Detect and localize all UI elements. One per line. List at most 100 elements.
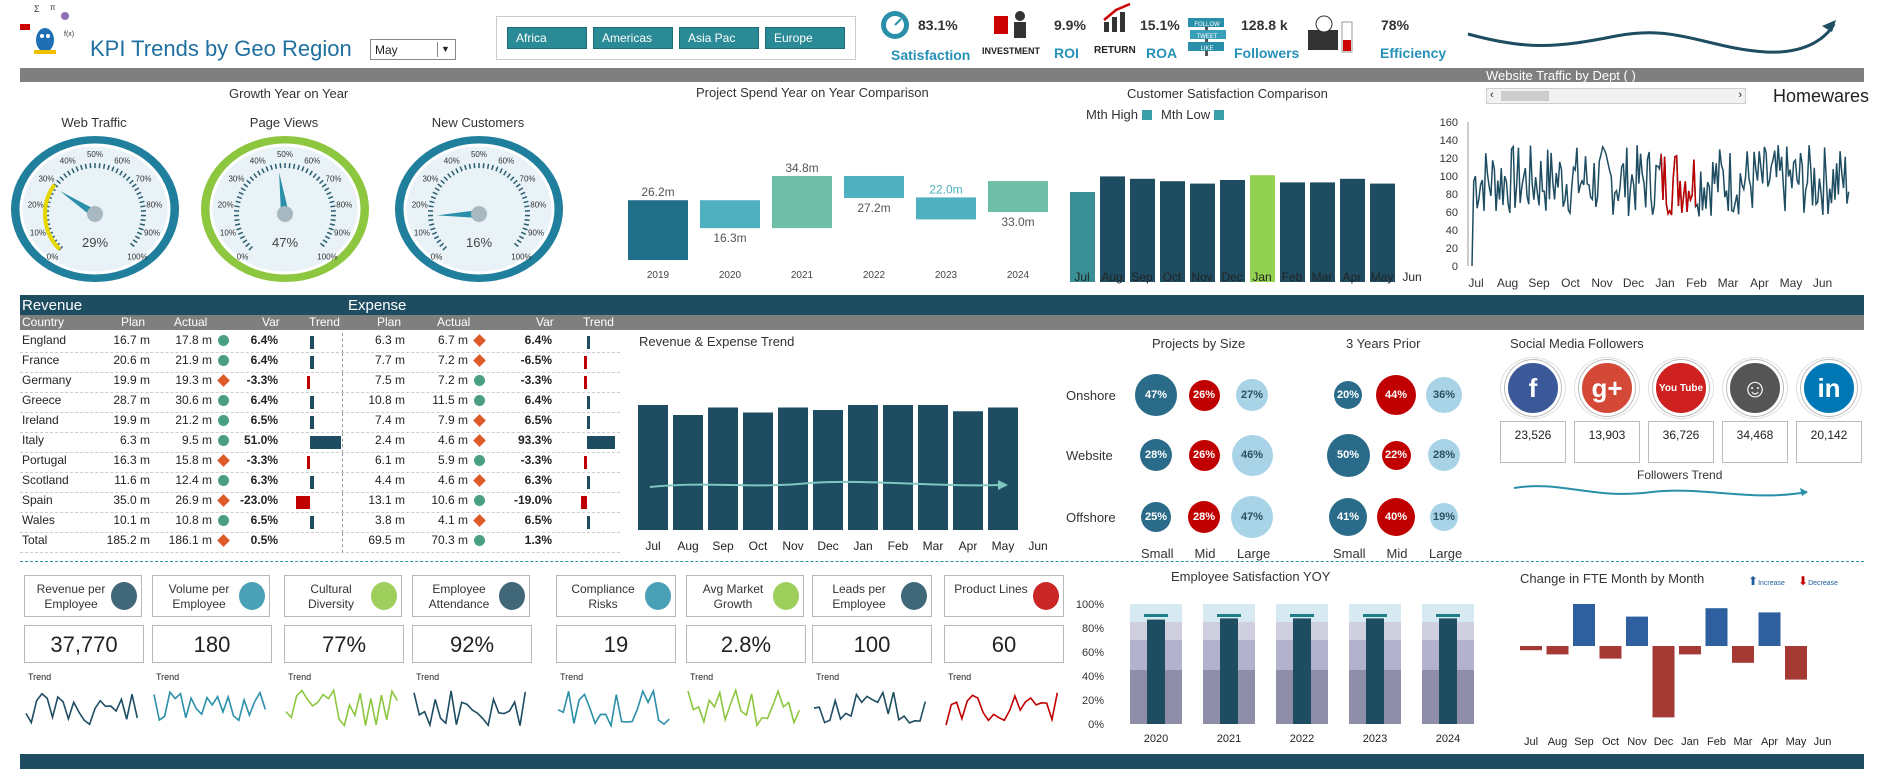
kpi-roi-label: ROI [1054, 45, 1079, 61]
revexp-arrowhead [998, 480, 1008, 490]
google-plus-icon[interactable]: g+ [1579, 360, 1635, 416]
csat-month: Mar [1312, 270, 1333, 284]
col-divider [342, 333, 343, 353]
rev-var: -3.3% [246, 373, 278, 387]
revexp-bar [673, 415, 703, 530]
section-divider-top [20, 68, 1864, 82]
exp-var: 6.4% [524, 333, 552, 347]
gauge-value: 47% [272, 235, 298, 250]
traffic-month: Feb [1686, 276, 1707, 290]
kpi-card-value: 92% [412, 625, 532, 663]
exp-trend-bar [581, 496, 587, 509]
youtube-badge[interactable]: You Tube [1648, 357, 1714, 419]
kpi-card-trend-label: Trend [288, 672, 312, 682]
spend-bar [628, 200, 688, 260]
empsat-year: 2022 [1290, 733, 1314, 745]
traffic-month: Mar [1718, 276, 1739, 290]
revexp-bar [813, 410, 843, 530]
chevron-down-icon[interactable]: ▼ [437, 42, 453, 57]
gauge-tick-label: 60% [114, 157, 130, 166]
google-plus-badge[interactable]: g+ [1574, 357, 1640, 419]
region-button-europe[interactable]: Europe [765, 27, 845, 49]
csat-legend-low-text: Mth Low [1161, 107, 1211, 122]
linkedin-icon[interactable]: in [1801, 360, 1857, 416]
gauge-tick [520, 191, 526, 196]
kpi-card-sparkline [557, 688, 670, 729]
spend-bar [700, 200, 760, 229]
scroll-thumb[interactable] [1501, 91, 1549, 101]
gauge-needle [437, 210, 480, 218]
page-title: KPI Trends by Geo Region [90, 36, 352, 61]
col-divider [342, 473, 343, 493]
exp-plan: 7.4 m [374, 413, 405, 427]
reddit-badge[interactable]: ☺ [1722, 357, 1788, 419]
gauge-tick-label: 10% [414, 229, 430, 238]
region-button-asiapac[interactable]: Asia Pac [679, 27, 759, 49]
traffic-title-text: Website Traffic by Dept ( [1486, 68, 1628, 83]
scroll-right-icon[interactable]: › [1738, 89, 1742, 101]
csat-bar [1160, 181, 1185, 282]
exp-plan: 7.5 m [374, 373, 405, 387]
region-button-africa[interactable]: Africa [507, 27, 587, 49]
project-row-label: Onshore [1066, 388, 1116, 403]
facebook-icon[interactable]: f [1505, 360, 1561, 416]
row-divider [20, 492, 620, 493]
kpi-card-label: Cultural Diversity [307, 582, 354, 611]
youtube-icon[interactable]: You Tube [1653, 360, 1709, 416]
traffic-scrollbar[interactable]: ‹ › [1486, 88, 1746, 104]
revexp-month: Jul [645, 539, 660, 553]
project-bubble: 50% [1326, 433, 1370, 477]
csat-legend-high: Mth High [1086, 107, 1152, 122]
spend-label: 34.8m [785, 161, 818, 175]
spend-year: 2019 [647, 270, 670, 281]
kpi-card-value: 19 [556, 625, 676, 663]
exp-trend-bar [587, 476, 590, 489]
gauge-tick [520, 231, 527, 235]
project-col-label: Mid [1194, 546, 1216, 561]
reddit-icon[interactable]: ☺ [1727, 360, 1783, 416]
revexp-month: Oct [749, 539, 768, 553]
empsat-ytick: 100% [1076, 599, 1104, 611]
gauge-tick-label: 100% [127, 252, 147, 261]
facebook-badge[interactable]: f [1500, 357, 1566, 419]
rev-trend-bar [307, 376, 310, 389]
exp-actual: 4.6 m [437, 433, 468, 447]
kpi-card-header: Product Lines [944, 575, 1064, 617]
gauge-tick-label: 40% [444, 157, 460, 166]
rev-trend-bar [310, 356, 314, 369]
exp-plan: 6.1 m [374, 453, 405, 467]
csat-month: Aug [1101, 270, 1122, 284]
project-col-label: Large [1237, 546, 1271, 561]
gauge-tick [524, 219, 530, 222]
rev-plan: 11.6 m [114, 473, 150, 487]
exp-actual: 7.2 m [437, 353, 468, 367]
exp-status-icon [474, 455, 485, 466]
rev-plan: 6.3 m [119, 433, 150, 447]
kpi-card-value: 77% [284, 625, 404, 663]
month-select[interactable]: May ▼ [370, 39, 456, 60]
table-row-country: England [22, 333, 67, 347]
gauge-tick [107, 164, 110, 171]
kpi-efficiency-value: 78% [1381, 17, 1410, 33]
scroll-left-icon[interactable]: ‹ [1490, 89, 1494, 101]
rev-var: -3.3% [246, 453, 278, 467]
region-button-americas[interactable]: Americas [593, 27, 673, 49]
rev-plan: 28.7 m [113, 393, 150, 407]
csat-month: Dec [1221, 270, 1242, 284]
exp-plan: 2.4 m [374, 433, 405, 447]
traffic-title-link[interactable] [1628, 68, 1632, 83]
col-divider [342, 533, 343, 553]
gauge-tick [464, 164, 467, 171]
gauge-tick [486, 163, 490, 169]
gauge-tick [442, 245, 448, 251]
fte-bar [1520, 646, 1542, 651]
fte-legend-decrease-text: Decrease [1808, 580, 1839, 587]
exp-var: -3.3% [520, 373, 552, 387]
sparkline-path [413, 690, 527, 728]
gauge-tick [122, 173, 127, 179]
linkedin-badge[interactable]: in [1796, 357, 1862, 419]
gauge-tick [235, 200, 241, 204]
spend-bar [772, 175, 832, 229]
wallet-icon [1306, 14, 1356, 63]
fte-legend-decrease: ⬇Decrease [1798, 574, 1838, 588]
